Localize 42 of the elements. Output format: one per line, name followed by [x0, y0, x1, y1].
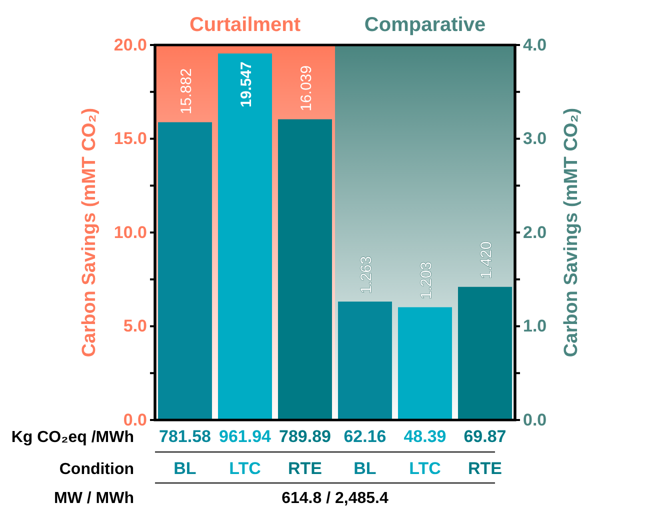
text: Condition [59, 461, 134, 478]
data-label: 1.263 [358, 256, 375, 294]
text: 69.87 [464, 427, 506, 446]
text: Curtailment [189, 14, 301, 36]
text: 781.58 [159, 427, 211, 446]
text: Comparative [364, 14, 486, 36]
data-label: 1.203 [418, 262, 435, 300]
y2-tick-label: 4.0 [523, 35, 547, 54]
text: 789.89 [279, 427, 331, 446]
x-tick-label: LTC [409, 459, 441, 478]
y2-tick-label: 3.0 [523, 129, 547, 148]
y-axis-title: Carbon Savings (mMT CO₂) [79, 108, 100, 358]
x-tick-label: BL [354, 459, 376, 478]
text: MW / MWh [54, 490, 134, 507]
text: Kg CO₂eq /MWh [11, 429, 134, 446]
data-label: 1.420 [478, 241, 495, 279]
data-label: 16.039 [298, 65, 315, 112]
bar [398, 307, 452, 420]
bar [278, 119, 332, 420]
bar [338, 302, 392, 420]
y2-tick-label: 2.0 [523, 222, 547, 242]
y-tick-label: 15.0 [114, 129, 147, 148]
y2-tick-label: 0.0 [523, 410, 547, 430]
x-tick-label: LTC [229, 459, 261, 478]
data-label: 19.547 [238, 61, 255, 108]
text: 961.94 [219, 427, 272, 446]
text: 614.8 / 2,485.4 [282, 490, 388, 507]
data-label: 15.882 [178, 68, 195, 114]
y-tick-label: 0.0 [123, 410, 147, 430]
y2-tick-label: 1.0 [523, 316, 547, 336]
bar [158, 122, 212, 420]
x-tick-label: RTE [288, 459, 322, 478]
x-tick-label: RTE [468, 459, 502, 478]
text: 62.16 [344, 427, 386, 446]
y2-axis-title: Carbon Savings (mMT CO₂) [561, 108, 582, 358]
x-tick-label: BL [174, 459, 196, 478]
bar [218, 53, 272, 420]
y-tick-label: 10.0 [114, 222, 147, 242]
text: 48.39 [404, 427, 446, 446]
bar [458, 286, 512, 420]
y-tick-label: 5.0 [123, 316, 147, 336]
y-tick-label: 20.0 [114, 35, 147, 54]
